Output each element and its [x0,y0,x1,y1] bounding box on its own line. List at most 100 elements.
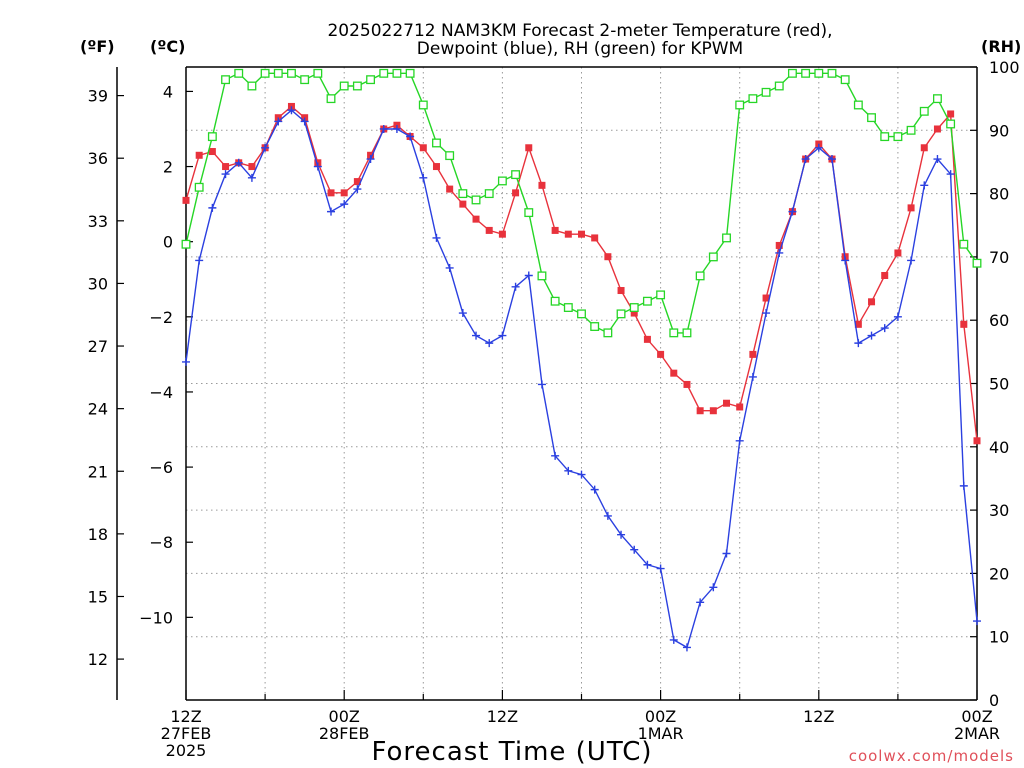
x-tick-label: 2025 [166,741,207,760]
series-line [185,109,978,649]
data-point [339,81,349,91]
data-point [379,124,388,133]
data-point [603,328,613,338]
data-point [511,282,520,291]
data-point [485,226,493,234]
data-point [194,182,204,192]
data-point [630,309,638,317]
data-point [919,106,929,116]
data-point [590,485,599,494]
data-point [881,271,889,279]
fahrenheit-tick-label: 36 [88,149,108,168]
data-point [459,200,467,208]
rh-tick-label: 10 [989,628,1009,647]
data-point [195,256,204,265]
data-point [959,239,969,249]
rh-tick-label: 60 [989,311,1009,330]
data-point [735,436,744,445]
data-point [854,320,862,328]
data-point [814,143,823,152]
data-point [563,303,573,312]
data-point [947,110,955,118]
data-point [933,94,942,104]
data-point [868,298,876,306]
data-point [695,271,705,281]
data-point [762,294,770,302]
data-point [551,226,559,234]
data-point [445,263,454,272]
data-point [748,372,757,381]
data-point [578,230,585,238]
celsius-unit-label: (ºC) [150,37,185,56]
data-point [841,256,850,265]
data-point [497,176,507,186]
data-point [933,155,942,164]
data-point [221,75,230,85]
data-point [893,312,902,321]
data-point [405,68,415,78]
data-point [273,68,283,78]
data-point [604,253,612,261]
data-point [352,81,362,91]
rh-tick-label: 30 [989,501,1009,520]
rh-tick-label: 70 [989,248,1009,267]
fahrenheit-tick-label: 18 [88,525,108,544]
fahrenheit-tick-label: 30 [88,274,108,293]
data-point [432,138,441,148]
data-point [643,335,651,343]
data-point [432,163,440,171]
data-point [946,119,956,129]
data-point [854,339,863,348]
rh-tick-label: 80 [989,185,1009,204]
data-point [735,100,745,110]
data-point [801,68,811,78]
data-point [591,234,599,242]
data-point [696,407,704,415]
data-point [696,598,705,607]
data-point [564,466,573,475]
data-point [326,94,336,104]
data-point [867,331,876,340]
data-point [366,75,376,85]
data-point [274,117,283,126]
data-point [682,643,691,652]
data-point [222,163,230,171]
celsius-tick-label: 2 [163,158,173,177]
data-series [181,68,982,652]
data-point [907,204,915,212]
data-point [827,155,836,164]
rh-tick-label: 20 [989,564,1009,583]
x-tick-label: 27FEB [161,724,212,743]
data-point [960,320,968,328]
rh-tick-label: 40 [989,438,1009,457]
data-point [683,380,691,388]
data-point [327,189,335,197]
data-point [840,75,850,85]
data-point [445,151,455,161]
data-point [458,309,467,318]
data-point [708,252,718,262]
data-point [669,635,678,644]
data-point [617,530,626,539]
data-point [538,181,546,189]
data-point [195,151,203,159]
data-point [208,203,217,212]
data-point [537,271,547,281]
data-point [657,350,665,358]
data-point [722,549,731,558]
data-point [920,144,928,152]
data-point [722,233,731,243]
data-point [787,68,797,78]
data-point [603,511,612,520]
data-point [643,560,652,569]
data-point [300,75,310,85]
x-tick-label: 00Z [329,707,360,726]
data-point [208,148,216,156]
chart-labels: 2025022712 NAM3KM Forecast 2-meter Tempe… [80,21,1021,767]
data-point [946,170,955,179]
rh-tick-label: 100 [989,58,1020,77]
data-point [906,125,916,135]
data-point [853,100,863,110]
data-point [880,132,890,142]
